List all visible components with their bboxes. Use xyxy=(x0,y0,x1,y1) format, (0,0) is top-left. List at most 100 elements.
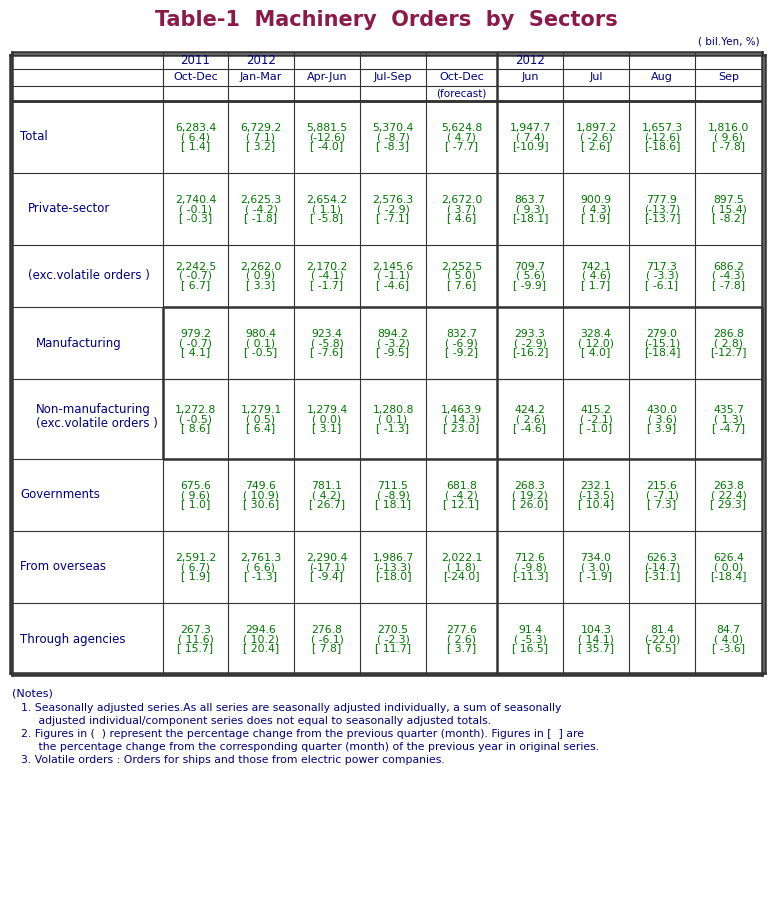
Text: 263.8: 263.8 xyxy=(713,481,744,491)
Text: Sep: Sep xyxy=(718,73,739,83)
Text: ( -9.8): ( -9.8) xyxy=(513,562,547,572)
Text: ( 12.0): ( 12.0) xyxy=(578,338,614,348)
Text: ( bil.Yen, %): ( bil.Yen, %) xyxy=(698,37,760,47)
Text: Oct-Dec: Oct-Dec xyxy=(173,73,218,83)
Text: ( -3.3): ( -3.3) xyxy=(645,271,679,281)
Text: 2,022.1: 2,022.1 xyxy=(441,553,482,563)
Text: 1,463.9: 1,463.9 xyxy=(441,405,482,415)
Text: [ 1.0]: [ 1.0] xyxy=(181,499,210,509)
Text: [ 10.4]: [ 10.4] xyxy=(578,499,614,509)
Text: ( -7.1): ( -7.1) xyxy=(645,490,679,500)
Text: [ -7.8]: [ -7.8] xyxy=(712,280,745,290)
Text: 328.4: 328.4 xyxy=(581,329,611,339)
Text: 2,290.4: 2,290.4 xyxy=(306,553,348,563)
Text: (exc.volatile orders ): (exc.volatile orders ) xyxy=(28,269,150,282)
Text: (-15.1): (-15.1) xyxy=(644,338,680,348)
Text: 276.8: 276.8 xyxy=(312,625,342,635)
Text: 742.1: 742.1 xyxy=(581,262,611,272)
Text: ( 5.0): ( 5.0) xyxy=(447,271,476,281)
Text: 1,947.7: 1,947.7 xyxy=(509,123,550,133)
Text: 430.0: 430.0 xyxy=(646,405,678,415)
Text: ( 10.2): ( 10.2) xyxy=(243,634,279,644)
Text: 1,280.8: 1,280.8 xyxy=(373,405,414,415)
Text: Table-1  Machinery  Orders  by  Sectors: Table-1 Machinery Orders by Sectors xyxy=(155,10,618,30)
Text: ( -2.1): ( -2.1) xyxy=(580,414,612,424)
Text: 268.3: 268.3 xyxy=(515,481,546,491)
Text: 424.2: 424.2 xyxy=(515,405,546,415)
Text: ( -0.1): ( -0.1) xyxy=(179,204,212,214)
Text: 681.8: 681.8 xyxy=(446,481,477,491)
Text: 2,654.2: 2,654.2 xyxy=(306,195,348,205)
Text: [-13.7]: [-13.7] xyxy=(644,213,680,223)
Text: (-13.7): (-13.7) xyxy=(644,204,680,214)
Text: ( 4.6): ( 4.6) xyxy=(581,271,611,281)
Text: 104.3: 104.3 xyxy=(581,625,611,635)
Text: (-12.6): (-12.6) xyxy=(644,132,680,142)
Text: ( -2.9): ( -2.9) xyxy=(513,338,547,348)
Text: 734.0: 734.0 xyxy=(581,553,611,563)
Text: [-18.6]: [-18.6] xyxy=(644,141,680,151)
Text: 2,145.6: 2,145.6 xyxy=(373,262,414,272)
Text: ( 15.4): ( 15.4) xyxy=(710,204,747,214)
Text: ( -0.7): ( -0.7) xyxy=(179,338,212,348)
Text: Through agencies: Through agencies xyxy=(20,632,125,645)
Text: [ 3.7]: [ 3.7] xyxy=(447,643,476,653)
Text: 2. Figures in (  ) represent the percentage change from the previous quarter (mo: 2. Figures in ( ) represent the percenta… xyxy=(14,729,584,739)
Text: [ 4.0]: [ 4.0] xyxy=(581,347,611,357)
Text: 267.3: 267.3 xyxy=(180,625,211,635)
Text: 894.2: 894.2 xyxy=(377,329,408,339)
Text: [ -4.6]: [ -4.6] xyxy=(513,423,547,433)
Text: ( 0.0): ( 0.0) xyxy=(714,562,743,572)
Text: [ -7.8]: [ -7.8] xyxy=(712,141,745,151)
Text: [ 12.1]: [ 12.1] xyxy=(444,499,479,509)
Text: ( 1.3): ( 1.3) xyxy=(714,414,743,424)
Text: 2,761.3: 2,761.3 xyxy=(240,553,281,563)
Text: 6,729.2: 6,729.2 xyxy=(240,123,281,133)
Text: ( 4.0): ( 4.0) xyxy=(714,634,743,644)
Text: [ 23.0]: [ 23.0] xyxy=(444,423,479,433)
Text: 1,986.7: 1,986.7 xyxy=(373,553,414,563)
Text: ( 6.6): ( 6.6) xyxy=(247,562,275,572)
Text: (-13.3): (-13.3) xyxy=(375,562,411,572)
Text: ( -5.3): ( -5.3) xyxy=(513,634,547,644)
Text: [ -7.1]: [ -7.1] xyxy=(376,213,410,223)
Text: 832.7: 832.7 xyxy=(446,329,477,339)
Text: ( 0.5): ( 0.5) xyxy=(247,414,275,424)
Text: ( 7.1): ( 7.1) xyxy=(247,132,275,142)
Text: 435.7: 435.7 xyxy=(713,405,744,415)
Text: [ -1.3]: [ -1.3] xyxy=(244,571,278,581)
Text: ( -4.3): ( -4.3) xyxy=(712,271,745,281)
Text: ( 6.7): ( 6.7) xyxy=(181,562,210,572)
Text: 626.4: 626.4 xyxy=(713,553,744,563)
Text: [-10.9]: [-10.9] xyxy=(512,141,548,151)
Text: [ -9.4]: [ -9.4] xyxy=(311,571,343,581)
Text: 980.4: 980.4 xyxy=(246,329,277,339)
Text: ( 4.3): ( 4.3) xyxy=(581,204,611,214)
Text: [ 1.4]: [ 1.4] xyxy=(181,141,210,151)
Text: ( 4.2): ( 4.2) xyxy=(312,490,342,500)
Text: ( -2.3): ( -2.3) xyxy=(376,634,410,644)
Text: 1,272.8: 1,272.8 xyxy=(175,405,216,415)
Text: ( -5.8): ( -5.8) xyxy=(311,338,343,348)
Text: [ 3.9]: [ 3.9] xyxy=(647,423,676,433)
Text: Non-manufacturing: Non-manufacturing xyxy=(36,403,151,417)
Text: 3. Volatile orders : Orders for ships and those from electric power companies.: 3. Volatile orders : Orders for ships an… xyxy=(14,755,444,765)
Text: 293.3: 293.3 xyxy=(515,329,546,339)
Text: [ 15.7]: [ 15.7] xyxy=(178,643,213,653)
Text: ( -4.2): ( -4.2) xyxy=(244,204,278,214)
Text: 5,881.5: 5,881.5 xyxy=(306,123,348,133)
Text: [ -1.0]: [ -1.0] xyxy=(580,423,613,433)
Text: 712.6: 712.6 xyxy=(515,553,546,563)
Text: 2,672.0: 2,672.0 xyxy=(441,195,482,205)
Text: [ -9.9]: [ -9.9] xyxy=(513,280,547,290)
Text: ( -2.9): ( -2.9) xyxy=(376,204,410,214)
Text: (Notes): (Notes) xyxy=(12,689,53,699)
Text: 2012: 2012 xyxy=(246,54,276,67)
Text: 626.3: 626.3 xyxy=(646,553,677,563)
Text: ( -8.9): ( -8.9) xyxy=(376,490,410,500)
Text: [ -1.7]: [ -1.7] xyxy=(311,280,343,290)
Text: ( 0.9): ( 0.9) xyxy=(247,271,275,281)
Text: [ -9.5]: [ -9.5] xyxy=(376,347,410,357)
Text: [ -1.3]: [ -1.3] xyxy=(376,423,410,433)
Text: 2,576.3: 2,576.3 xyxy=(373,195,414,205)
